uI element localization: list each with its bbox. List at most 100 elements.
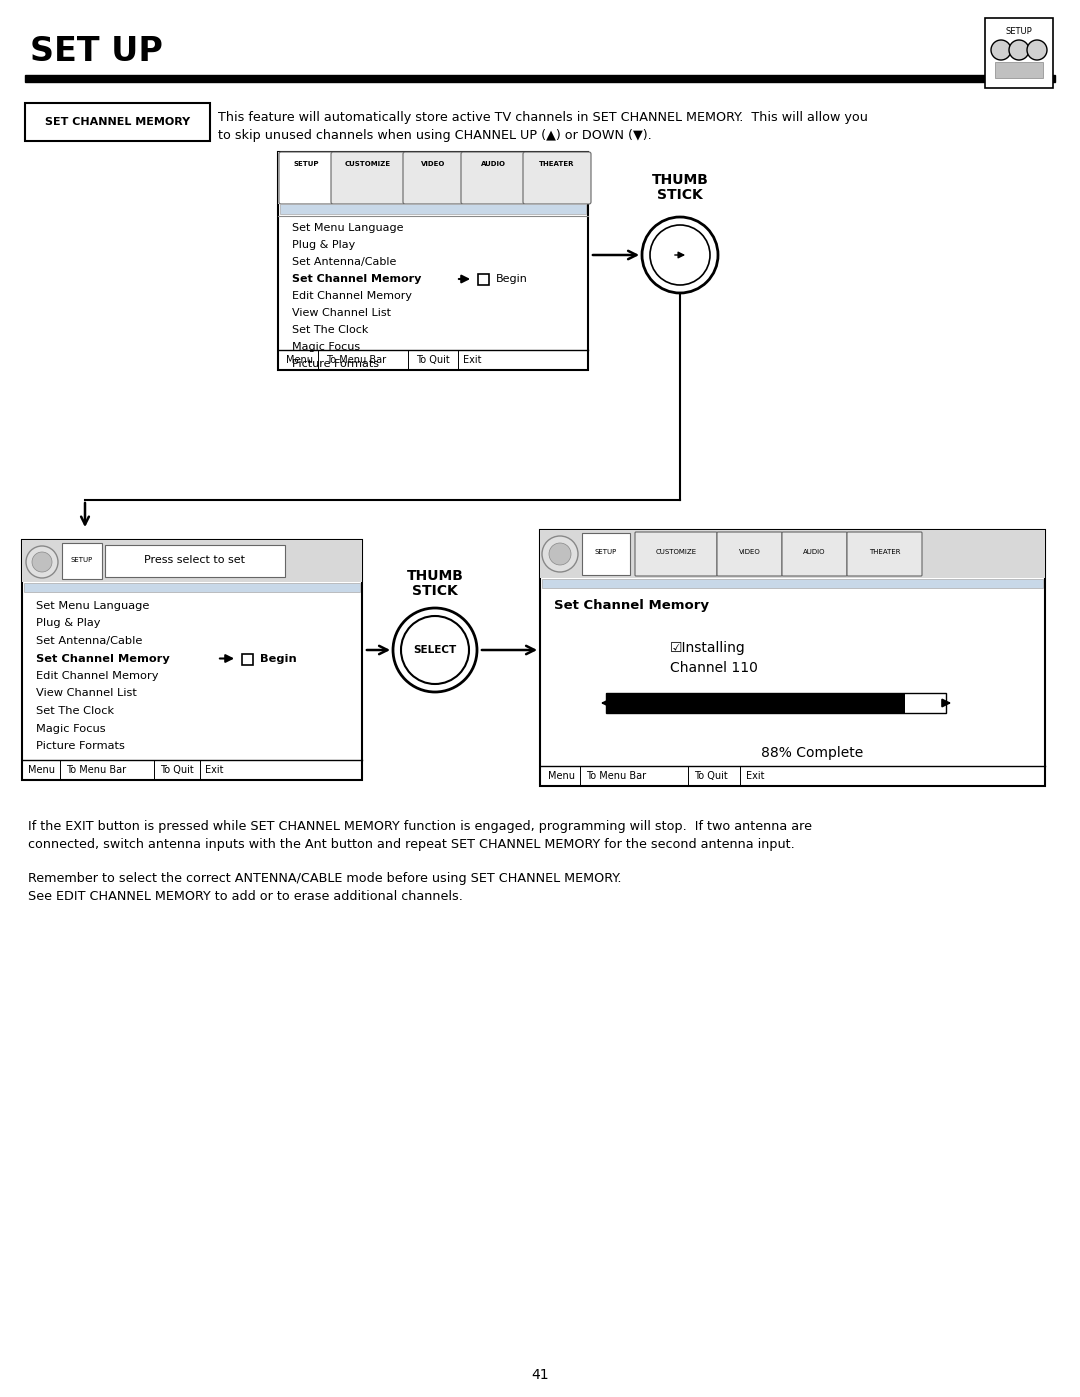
FancyBboxPatch shape	[62, 543, 102, 578]
Text: Magic Focus: Magic Focus	[292, 342, 360, 352]
Text: Exit: Exit	[746, 771, 765, 781]
Circle shape	[549, 543, 571, 564]
Text: VIDEO: VIDEO	[421, 161, 445, 168]
Text: To Quit: To Quit	[694, 771, 728, 781]
Text: Press select to set: Press select to set	[145, 555, 245, 564]
Text: Exit: Exit	[463, 355, 482, 365]
Circle shape	[991, 41, 1011, 60]
Circle shape	[393, 608, 477, 692]
Text: AUDIO: AUDIO	[481, 161, 505, 168]
Text: Edit Channel Memory: Edit Channel Memory	[36, 671, 159, 680]
Text: Begin: Begin	[260, 654, 297, 664]
Text: Set Menu Language: Set Menu Language	[292, 224, 404, 233]
FancyBboxPatch shape	[24, 583, 360, 592]
Text: SELECT: SELECT	[414, 645, 457, 655]
Circle shape	[401, 616, 469, 685]
FancyBboxPatch shape	[478, 274, 489, 285]
FancyBboxPatch shape	[717, 532, 782, 576]
Text: Set Antenna/Cable: Set Antenna/Cable	[36, 636, 143, 645]
Text: THEATER: THEATER	[868, 549, 901, 555]
Text: ☑Installing: ☑Installing	[670, 641, 746, 655]
FancyBboxPatch shape	[280, 204, 586, 214]
Text: To Menu Bar: To Menu Bar	[66, 766, 126, 775]
FancyBboxPatch shape	[782, 532, 847, 576]
Bar	[25, 75, 1055, 82]
Text: Plug & Play: Plug & Play	[292, 240, 355, 250]
FancyBboxPatch shape	[582, 534, 630, 576]
Text: SETUP: SETUP	[294, 161, 319, 168]
Text: Set The Clock: Set The Clock	[36, 705, 114, 717]
Text: Set Channel Memory: Set Channel Memory	[554, 599, 708, 612]
Text: Channel 110: Channel 110	[670, 661, 758, 675]
Text: CUSTOMIZE: CUSTOMIZE	[656, 549, 697, 555]
Text: Picture Formats: Picture Formats	[292, 359, 379, 369]
FancyBboxPatch shape	[540, 529, 1045, 578]
FancyBboxPatch shape	[278, 152, 588, 370]
FancyBboxPatch shape	[995, 61, 1043, 78]
FancyBboxPatch shape	[542, 578, 1043, 588]
Circle shape	[542, 536, 578, 571]
Text: Set Menu Language: Set Menu Language	[36, 601, 149, 610]
Text: STICK: STICK	[657, 189, 703, 203]
Text: STICK: STICK	[413, 584, 458, 598]
FancyBboxPatch shape	[540, 529, 1045, 787]
FancyBboxPatch shape	[847, 532, 922, 576]
Text: VIDEO: VIDEO	[739, 549, 760, 555]
Text: Picture Formats: Picture Formats	[36, 740, 125, 752]
FancyBboxPatch shape	[606, 693, 905, 712]
FancyBboxPatch shape	[242, 654, 253, 665]
FancyBboxPatch shape	[22, 541, 362, 780]
Text: Plug & Play: Plug & Play	[36, 619, 100, 629]
Circle shape	[1009, 41, 1029, 60]
Text: Begin: Begin	[496, 274, 528, 284]
Text: This feature will automatically store active TV channels in SET CHANNEL MEMORY. : This feature will automatically store ac…	[218, 112, 868, 124]
FancyBboxPatch shape	[330, 152, 405, 204]
Text: Set Channel Memory: Set Channel Memory	[36, 654, 170, 664]
Text: to skip unused channels when using CHANNEL UP (▲) or DOWN (▼).: to skip unused channels when using CHANN…	[218, 129, 651, 141]
Text: SET UP: SET UP	[30, 35, 163, 68]
Text: 88% Complete: 88% Complete	[761, 746, 863, 760]
Text: THUMB: THUMB	[406, 569, 463, 583]
Circle shape	[26, 546, 58, 578]
FancyBboxPatch shape	[985, 18, 1053, 88]
FancyBboxPatch shape	[279, 152, 333, 204]
FancyBboxPatch shape	[461, 152, 525, 204]
Text: To Menu Bar: To Menu Bar	[586, 771, 646, 781]
Text: AUDIO: AUDIO	[804, 549, 826, 555]
Text: Magic Focus: Magic Focus	[36, 724, 106, 733]
Circle shape	[1027, 41, 1047, 60]
Text: To Quit: To Quit	[160, 766, 193, 775]
Text: Remember to select the correct ANTENNA/CABLE mode before using SET CHANNEL MEMOR: Remember to select the correct ANTENNA/C…	[28, 872, 621, 886]
FancyBboxPatch shape	[278, 152, 588, 204]
Text: Menu: Menu	[286, 355, 313, 365]
Text: View Channel List: View Channel List	[36, 689, 137, 698]
Text: CUSTOMIZE: CUSTOMIZE	[345, 161, 391, 168]
Text: Set Channel Memory: Set Channel Memory	[292, 274, 421, 284]
Text: View Channel List: View Channel List	[292, 307, 391, 319]
Text: SETUP: SETUP	[71, 557, 93, 563]
FancyBboxPatch shape	[22, 541, 362, 583]
Text: Exit: Exit	[205, 766, 224, 775]
FancyBboxPatch shape	[25, 103, 210, 141]
Circle shape	[32, 552, 52, 571]
Text: Set The Clock: Set The Clock	[292, 326, 368, 335]
Text: To Quit: To Quit	[416, 355, 449, 365]
Text: SETUP: SETUP	[595, 549, 617, 555]
FancyBboxPatch shape	[606, 693, 946, 712]
Circle shape	[642, 217, 718, 293]
Circle shape	[650, 225, 710, 285]
Text: Edit Channel Memory: Edit Channel Memory	[292, 291, 411, 300]
Text: THUMB: THUMB	[651, 173, 708, 187]
Text: SETUP: SETUP	[1005, 27, 1032, 35]
FancyBboxPatch shape	[635, 532, 717, 576]
Text: Menu: Menu	[548, 771, 575, 781]
Text: Set Antenna/Cable: Set Antenna/Cable	[292, 257, 396, 267]
Text: SET CHANNEL MEMORY: SET CHANNEL MEMORY	[45, 117, 190, 127]
FancyBboxPatch shape	[105, 545, 285, 577]
Text: connected, switch antenna inputs with the Ant button and repeat SET CHANNEL MEMO: connected, switch antenna inputs with th…	[28, 838, 795, 851]
FancyBboxPatch shape	[523, 152, 591, 204]
Text: See EDIT CHANNEL MEMORY to add or to erase additional channels.: See EDIT CHANNEL MEMORY to add or to era…	[28, 890, 463, 902]
Text: To Menu Bar: To Menu Bar	[326, 355, 387, 365]
FancyBboxPatch shape	[403, 152, 463, 204]
Text: If the EXIT button is pressed while SET CHANNEL MEMORY function is engaged, prog: If the EXIT button is pressed while SET …	[28, 820, 812, 833]
